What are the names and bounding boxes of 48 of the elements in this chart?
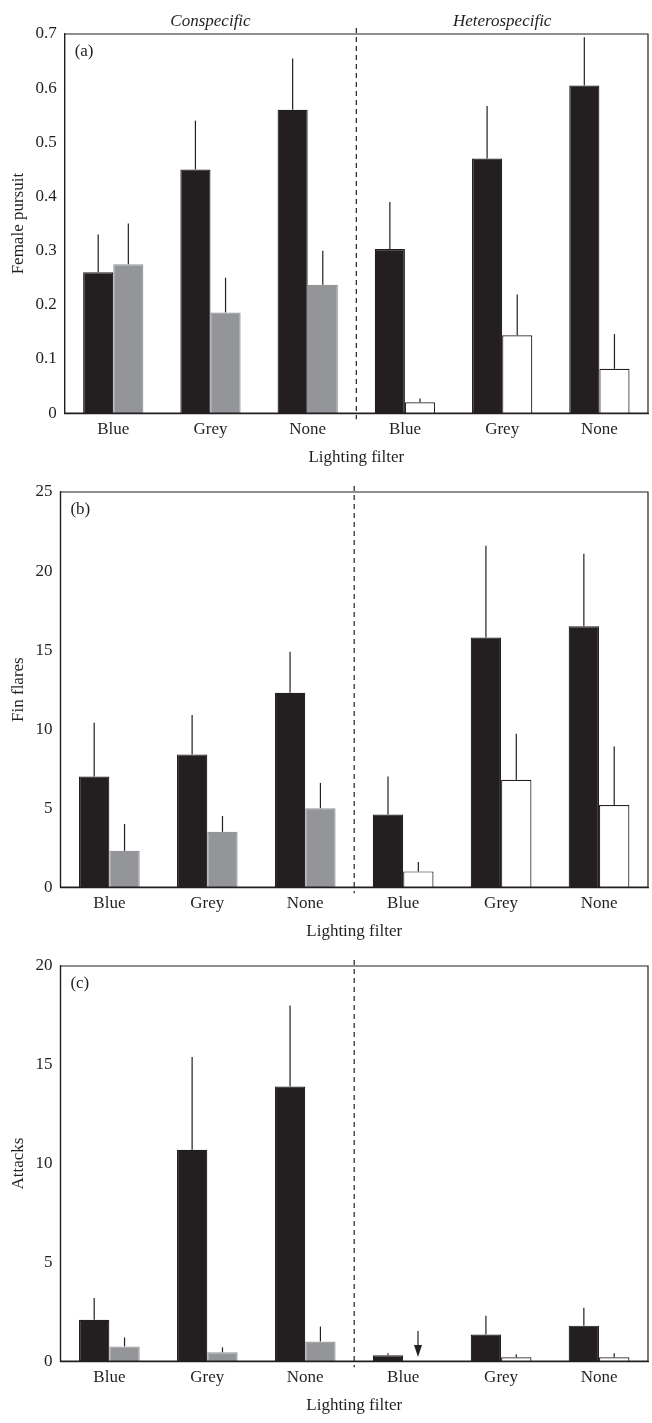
x-tick-label: Blue [387, 892, 420, 912]
x-tick-label: Blue [388, 418, 421, 438]
annotation: (a) [74, 41, 94, 60]
x-tick-label: None [580, 1366, 618, 1386]
y-tick-label: 0 [48, 402, 57, 422]
y-tick-label: 0 [43, 1350, 53, 1370]
annotation: (c) [70, 973, 90, 992]
x-tick-label: Grey [484, 892, 519, 912]
annotation: (b) [70, 499, 91, 518]
y-tick-label: 15 [35, 1054, 53, 1074]
y-tick-label: 0.4 [35, 185, 58, 205]
y-tick-label: 20 [35, 560, 53, 580]
text: Heterospecific [451, 11, 552, 30]
x-tick-label: Blue [93, 1366, 126, 1386]
x-tick-label: None [286, 1366, 324, 1386]
x-tick-label: None [580, 892, 618, 912]
y-tick-label: 0.6 [35, 77, 57, 97]
x-tick-label: Grey [190, 1366, 225, 1386]
y-tick-label: 25 [35, 481, 53, 501]
x-tick-label: Blue [93, 892, 126, 912]
x-tick-label: Blue [97, 418, 130, 438]
y-tick-label: 5 [43, 797, 53, 817]
text: Conspecific [170, 11, 252, 30]
x-axis-title: Lighting filter [306, 921, 403, 941]
y-axis-title: Attacks [7, 1137, 27, 1190]
y-tick-label: 0.7 [35, 23, 58, 43]
y-axis-title: Fin flares [7, 657, 27, 722]
x-tick-label: Blue [387, 1366, 420, 1386]
x-tick-label: None [289, 418, 327, 438]
y-tick-label: 10 [35, 718, 53, 738]
y-tick-label: 10 [35, 1153, 53, 1173]
x-axis-title: Lighting filter [308, 447, 405, 467]
y-axis-title: Female pursuit [7, 172, 27, 275]
y-tick-label: 0 [43, 876, 53, 896]
x-tick-label: Grey [190, 892, 225, 912]
x-tick-label: Grey [193, 418, 228, 438]
x-axis-title: Lighting filter [306, 1395, 403, 1415]
y-tick-label: 0.2 [35, 294, 57, 314]
x-tick-label: None [580, 418, 618, 438]
y-tick-label: 5 [43, 1251, 53, 1271]
y-tick-label: 0.1 [35, 348, 57, 368]
x-tick-label: None [286, 892, 324, 912]
y-tick-label: 20 [35, 955, 53, 975]
y-tick-label: 15 [35, 639, 53, 659]
x-tick-label: Grey [484, 1366, 519, 1386]
y-tick-label: 0.5 [35, 131, 57, 151]
x-tick-label: Grey [485, 418, 520, 438]
y-tick-label: 0.3 [35, 240, 57, 260]
